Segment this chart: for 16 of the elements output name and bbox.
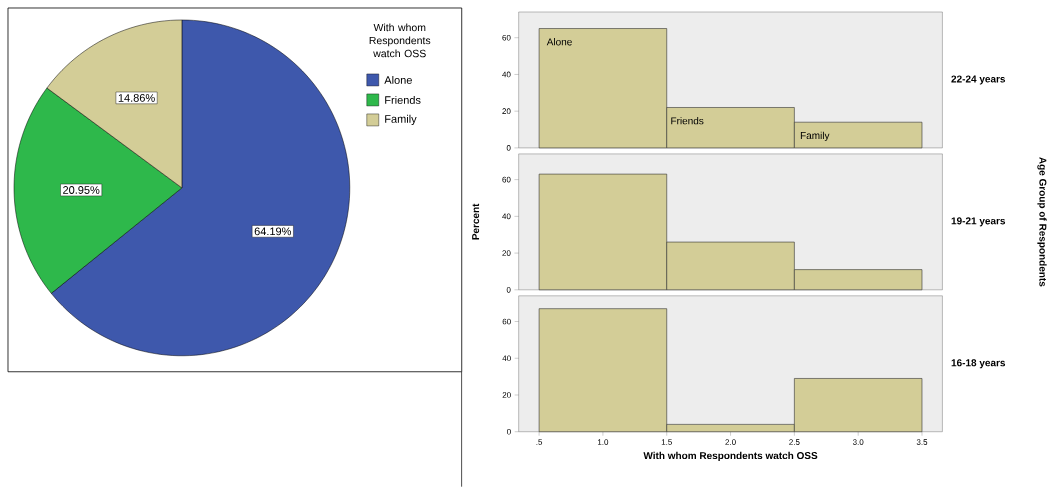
legend-label: Family <box>385 114 417 125</box>
y2-axis-title: 22-24 years <box>951 75 1006 85</box>
x-axis-title: With whom Respondents watch OSS <box>643 451 818 462</box>
annotation: Alone <box>546 38 572 46</box>
y2-axis-title: 19-21 years <box>951 217 1006 227</box>
text: Age Group of Respondents <box>1037 157 1047 287</box>
y2-axis-title: 16-18 years <box>951 359 1006 369</box>
data-label: 20.95% <box>63 186 100 194</box>
annotation: Friends <box>671 116 704 125</box>
legend-label: Friends <box>385 95 421 104</box>
data-label: 14.86% <box>118 93 155 102</box>
data-label: 64.19% <box>254 227 292 236</box>
legend-label: Alone <box>384 75 412 84</box>
legend-title: With whom Respondents watch OSS <box>369 23 431 58</box>
y-axis-title: Percent <box>472 203 480 240</box>
annotation: Family <box>800 131 830 141</box>
